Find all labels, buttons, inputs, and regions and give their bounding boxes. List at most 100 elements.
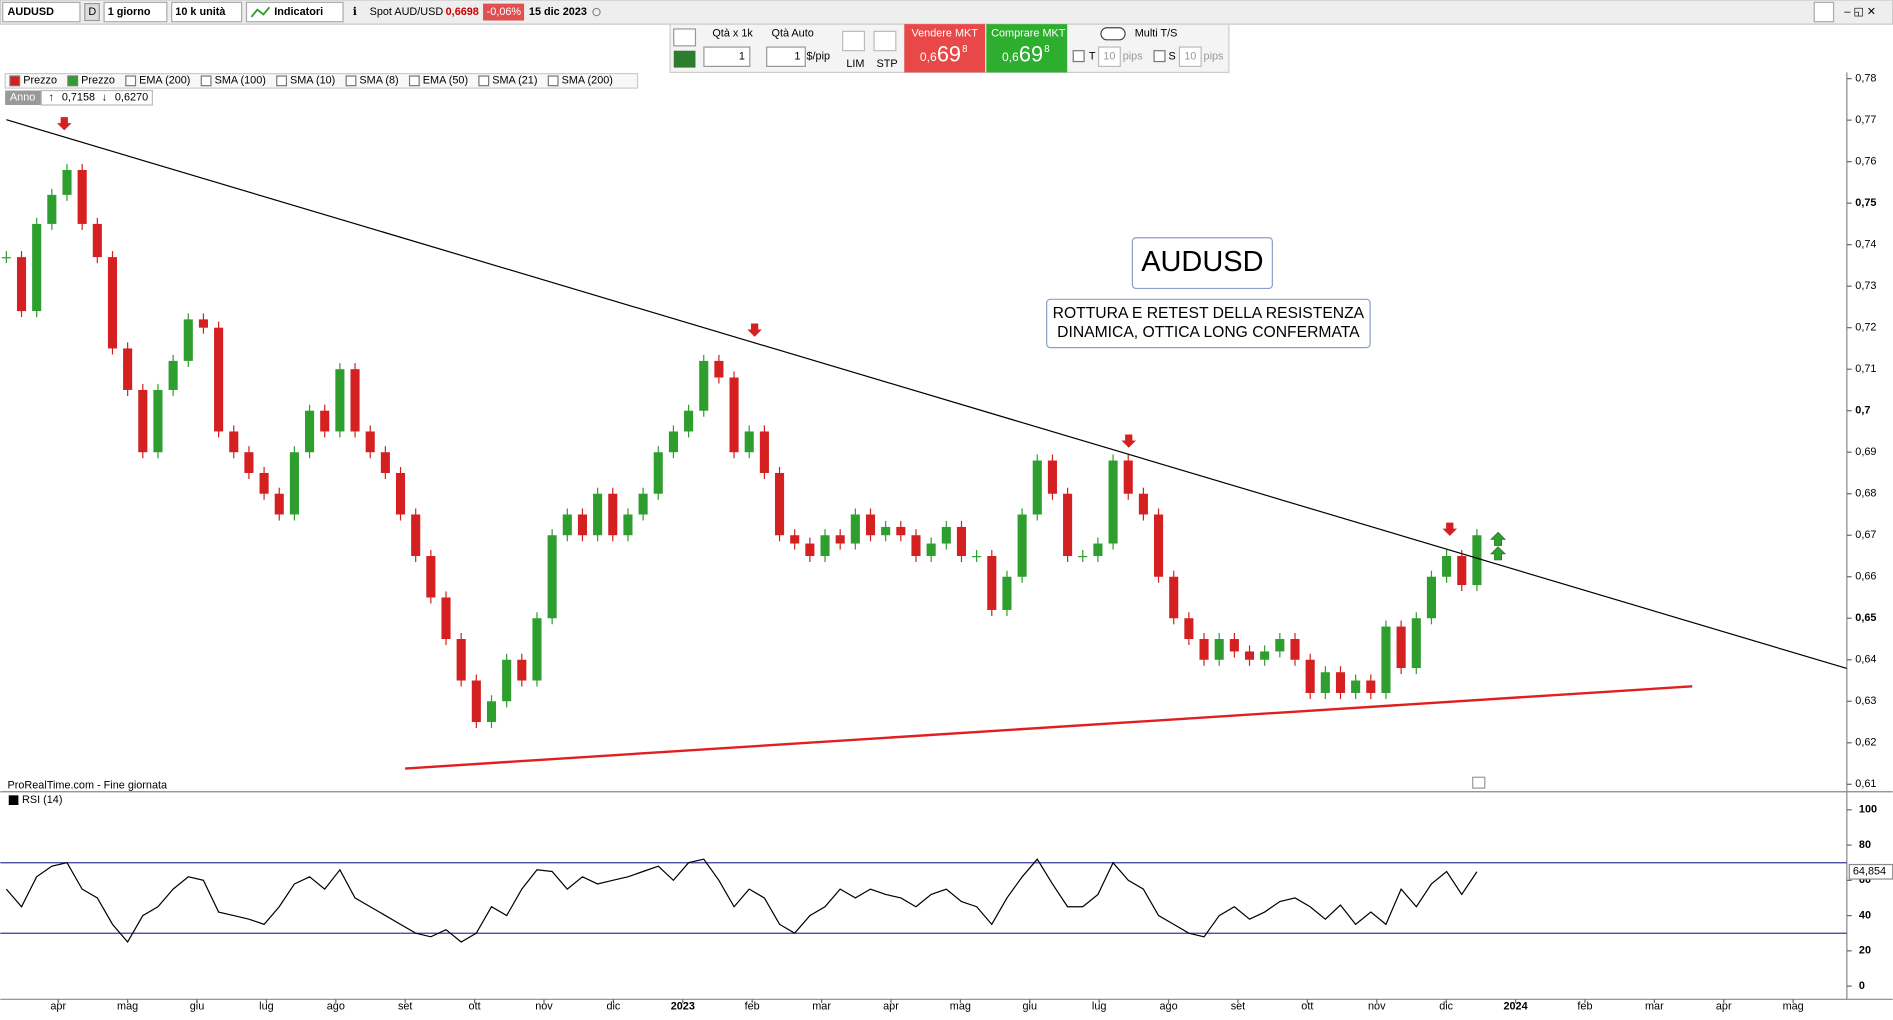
period-mark: D bbox=[88, 6, 96, 18]
annotation-line: DINAMICA, OTTICA LONG CONFERMATA bbox=[1057, 324, 1360, 341]
multi-toggle[interactable] bbox=[1100, 27, 1126, 41]
candle bbox=[1366, 680, 1376, 693]
candle bbox=[1442, 555, 1452, 577]
symbol-box[interactable] bbox=[2, 1, 81, 23]
buy-small: 8 bbox=[1044, 44, 1049, 55]
t-input[interactable] bbox=[1097, 46, 1121, 67]
t: T bbox=[1089, 51, 1096, 63]
x-tick-label: giu bbox=[1023, 1000, 1037, 1012]
qty-label: Qtà x 1k bbox=[712, 28, 753, 40]
candle bbox=[259, 472, 269, 494]
timeframe: 1 giorno bbox=[108, 6, 151, 18]
candle bbox=[1244, 651, 1255, 660]
s-check[interactable] bbox=[1153, 50, 1166, 63]
x-tick-label: set bbox=[1231, 1000, 1246, 1012]
info-btn[interactable] bbox=[1472, 776, 1486, 789]
status-dot bbox=[592, 7, 601, 17]
qty-input[interactable] bbox=[703, 46, 751, 67]
timeframe-box[interactable] bbox=[103, 1, 168, 23]
y-tick-label: 0,76 bbox=[1855, 156, 1876, 168]
sell-btn[interactable] bbox=[904, 24, 986, 73]
buy-big: 0,6 bbox=[1002, 50, 1019, 64]
candle bbox=[562, 514, 572, 536]
candle bbox=[305, 410, 315, 453]
s-val: 10 bbox=[1184, 51, 1196, 63]
legend-check bbox=[9, 75, 21, 87]
range-label-box bbox=[5, 90, 42, 105]
candle bbox=[1396, 626, 1406, 669]
candle bbox=[107, 257, 118, 349]
candle bbox=[653, 452, 663, 494]
spot-price: 0,6698 bbox=[446, 6, 479, 18]
keyboard-btn[interactable] bbox=[673, 50, 696, 68]
y-tick-label: 0,66 bbox=[1855, 571, 1876, 583]
candle bbox=[577, 514, 588, 536]
candle bbox=[956, 526, 967, 556]
lim-icon[interactable] bbox=[842, 30, 866, 52]
candle bbox=[16, 257, 27, 312]
candle bbox=[593, 493, 603, 536]
x-tick-label: apr bbox=[1716, 1000, 1732, 1012]
high-arrow bbox=[747, 323, 762, 337]
buy-arrow bbox=[1490, 531, 1507, 546]
y-tick-label: 0,61 bbox=[1855, 778, 1876, 790]
legend-item: EMA (50) bbox=[423, 75, 468, 87]
stp: STP bbox=[877, 58, 898, 70]
x-tick-label: mag bbox=[950, 1000, 971, 1012]
candle bbox=[668, 431, 678, 453]
legend-check bbox=[547, 75, 559, 87]
buy-btn[interactable] bbox=[986, 24, 1068, 73]
date: 15 dic 2023 bbox=[529, 6, 587, 18]
window-buttons[interactable]: – ◱ ✕ bbox=[1844, 6, 1875, 18]
x-tick-label: ott bbox=[469, 1000, 481, 1012]
candle bbox=[1138, 493, 1148, 515]
x-tick-label: dic bbox=[606, 1000, 620, 1012]
stp-icon[interactable] bbox=[873, 30, 897, 52]
sync-btn[interactable] bbox=[1813, 1, 1835, 23]
legend-item: SMA (8) bbox=[359, 75, 398, 87]
candle bbox=[1214, 639, 1224, 660]
s-unit: pips bbox=[1204, 51, 1224, 63]
annotation-title: AUDUSD bbox=[1141, 246, 1263, 278]
qty: 1 bbox=[739, 51, 745, 63]
candle bbox=[805, 543, 815, 556]
candle bbox=[1260, 651, 1270, 660]
candle bbox=[335, 369, 345, 432]
candle bbox=[138, 389, 148, 453]
t-check[interactable] bbox=[1072, 50, 1085, 63]
candle bbox=[62, 169, 72, 195]
candle bbox=[274, 493, 284, 515]
multi: Multi T/S bbox=[1135, 28, 1178, 40]
range-high-arrow: ↑ bbox=[49, 92, 54, 104]
sell-mid: 69 bbox=[937, 41, 961, 66]
candle bbox=[395, 472, 406, 515]
spot-change-box bbox=[483, 3, 525, 21]
x-tick-label: lug bbox=[259, 1000, 274, 1012]
legend-check bbox=[276, 75, 288, 87]
range-label: Anno bbox=[10, 92, 35, 104]
candle bbox=[744, 431, 754, 453]
range-low: 0,6270 bbox=[115, 92, 148, 104]
candle bbox=[1108, 460, 1118, 544]
x-tick-label: mag bbox=[117, 1000, 138, 1012]
candle bbox=[365, 431, 375, 453]
candle bbox=[1229, 639, 1239, 652]
y-tick-label: 100 bbox=[1859, 804, 1877, 816]
s-input[interactable] bbox=[1178, 46, 1202, 67]
wrench-btn[interactable] bbox=[673, 28, 697, 47]
period-btn[interactable] bbox=[84, 3, 100, 22]
symbol: AUDUSD bbox=[8, 6, 55, 18]
candle bbox=[865, 514, 876, 536]
t-unit: pips bbox=[1123, 51, 1143, 63]
rsi-title: RSI (14) bbox=[22, 794, 62, 806]
candle bbox=[699, 360, 709, 411]
buy-arrow bbox=[1490, 546, 1507, 561]
candle bbox=[1411, 618, 1421, 669]
y-tick-label: 0,77 bbox=[1855, 114, 1876, 126]
candle bbox=[1002, 576, 1012, 610]
qty2-input[interactable] bbox=[766, 46, 806, 67]
quantity-box[interactable] bbox=[171, 1, 243, 23]
indicators-box[interactable] bbox=[245, 1, 344, 23]
unit: $/pip bbox=[807, 51, 831, 63]
